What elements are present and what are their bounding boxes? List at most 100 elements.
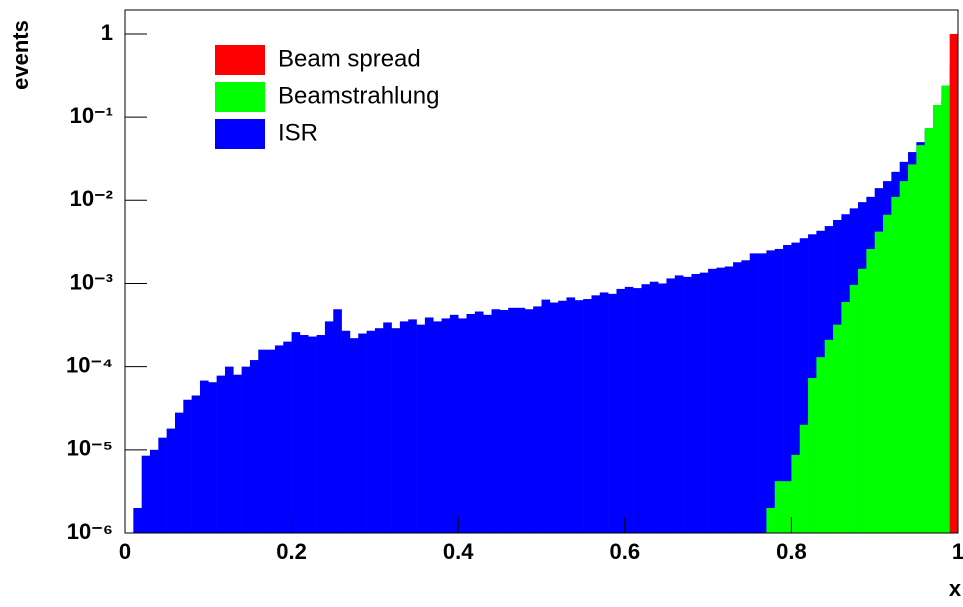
- histogram-bar: [783, 481, 792, 533]
- histogram-bar: [766, 507, 776, 533]
- histogram-bar: [883, 214, 892, 534]
- histogram-bar: [316, 335, 326, 533]
- histogram-bar: [549, 302, 559, 533]
- histogram-bar: [333, 309, 342, 533]
- x-tick-label: 0.8: [776, 539, 807, 564]
- x-tick-label: 0.4: [443, 539, 474, 564]
- histogram-bar: [499, 309, 509, 533]
- histogram-bar: [141, 455, 151, 533]
- histogram-bar: [358, 333, 367, 533]
- x-tick-label: 0.2: [276, 539, 307, 564]
- histogram-bar: [699, 272, 709, 533]
- histogram-bar: [633, 288, 642, 533]
- histogram-bar: [749, 253, 759, 533]
- histogram-bar: [216, 375, 226, 533]
- histogram-bar: [774, 481, 784, 533]
- histogram-bar: [641, 284, 651, 533]
- histogram-bar: [891, 196, 900, 533]
- histogram-bar: [374, 328, 384, 533]
- histogram-bar: [591, 295, 601, 533]
- histogram-bar: [349, 338, 359, 533]
- histogram-bar: [758, 253, 767, 533]
- histogram-bar: [274, 345, 284, 533]
- histogram-bar: [399, 321, 409, 533]
- histogram-bar: [558, 300, 567, 533]
- x-axis-label: x: [949, 576, 962, 601]
- histogram-bar: [383, 322, 392, 533]
- histogram-bar: [666, 278, 676, 533]
- histogram-bar: [908, 164, 917, 534]
- histogram-bar: [799, 424, 809, 533]
- histogram-bar: [808, 378, 817, 533]
- histogram-bar: [183, 399, 192, 533]
- histogram-bar: [166, 428, 176, 533]
- histogram-bar: [516, 307, 526, 533]
- y-tick-label: 10⁻⁵: [67, 436, 113, 461]
- x-tick-label: 0: [119, 539, 131, 564]
- histogram-bar: [574, 300, 584, 533]
- histogram-bar: [508, 307, 517, 533]
- histogram-bar: [449, 314, 459, 533]
- histogram-bar: [233, 374, 242, 533]
- histogram-bar: [949, 33, 959, 533]
- histogram-bar: [474, 311, 484, 533]
- x-tick-label: 0.6: [610, 539, 641, 564]
- histogram-bar: [299, 335, 309, 533]
- histogram-bar: [483, 314, 492, 533]
- histogram-bar: [583, 299, 592, 533]
- histogram-bar: [716, 267, 726, 533]
- histogram-bar: [291, 332, 301, 533]
- histogram-bar: [199, 380, 209, 533]
- legend-label: Beamstrahlung: [278, 82, 439, 109]
- histogram-bar: [341, 330, 351, 533]
- histogram-bar: [408, 319, 417, 533]
- histogram-bar: [533, 306, 542, 533]
- histogram-bar: [733, 262, 742, 533]
- y-tick-label: 10⁻⁶: [67, 519, 113, 544]
- histogram-bar: [249, 360, 259, 533]
- histogram-bar: [283, 341, 292, 533]
- histogram-bar: [916, 145, 925, 534]
- histogram-bar: [774, 248, 784, 534]
- histogram-bar: [924, 127, 934, 534]
- histogram-bar: [674, 275, 684, 533]
- histogram-bar: [416, 324, 426, 533]
- histogram-bar: [366, 330, 376, 533]
- histogram-bar: [541, 299, 551, 533]
- histogram-bar: [849, 284, 859, 533]
- histogram-bar: [424, 317, 434, 533]
- plot-area: [133, 33, 959, 534]
- histogram-bar: [224, 366, 234, 533]
- histogram-bar: [433, 321, 442, 533]
- histogram-bar: [258, 349, 267, 533]
- histogram-bar: [691, 273, 701, 533]
- histogram-bar: [133, 507, 142, 533]
- histogram-bar: [766, 250, 776, 533]
- histogram-bar: [941, 85, 950, 533]
- histogram-bar: [683, 276, 692, 533]
- histogram-bar: [833, 324, 842, 533]
- histogram-bar: [624, 286, 634, 533]
- histogram-bar: [658, 283, 667, 533]
- histogram-bar: [491, 309, 501, 533]
- histogram-bar: [458, 318, 467, 533]
- legend-swatch: [215, 45, 265, 75]
- histogram-bar: [524, 309, 534, 533]
- histogram-bar: [791, 454, 801, 533]
- legend-label: Beam spread: [278, 45, 421, 72]
- y-axis-label: events: [8, 20, 33, 90]
- histogram-bar: [208, 382, 217, 533]
- histogram-bar: [616, 288, 626, 533]
- histogram-bar: [708, 268, 717, 533]
- histogram-bar: [824, 339, 834, 533]
- histogram-bar: [874, 231, 884, 533]
- histogram-bar: [599, 292, 609, 533]
- histogram-bar: [308, 336, 317, 533]
- y-tick-label: 10⁻³: [70, 269, 113, 294]
- histogram-bar: [858, 268, 867, 533]
- y-tick-label: 10⁻¹: [70, 103, 113, 128]
- histogram-bar: [799, 238, 809, 533]
- y-tick-label: 10⁻²: [70, 186, 113, 211]
- histogram-bar: [608, 293, 617, 533]
